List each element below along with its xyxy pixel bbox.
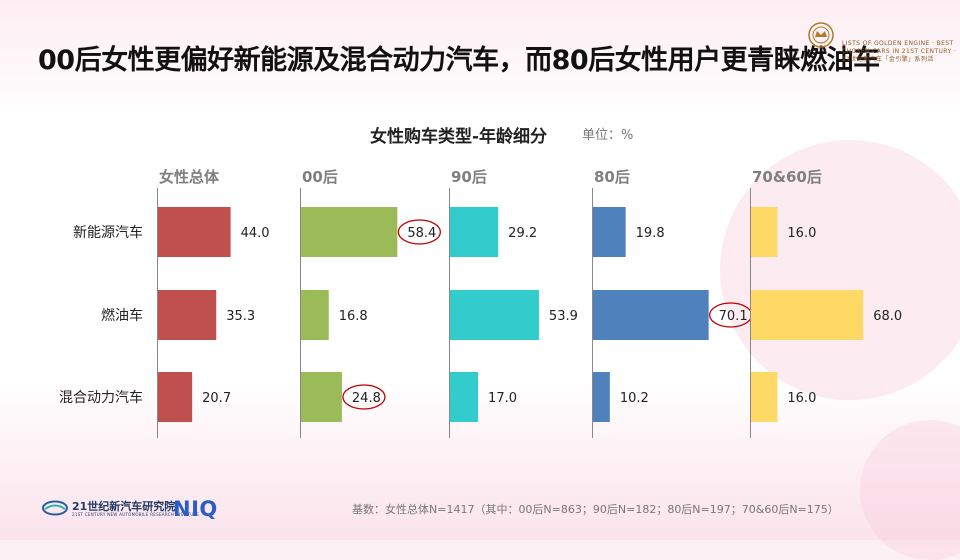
- chart-title: 女性购车类型-年龄细分: [370, 127, 548, 147]
- data-label: 29.2: [508, 226, 537, 241]
- bar: [593, 372, 610, 422]
- data-label: 70.1: [719, 309, 748, 324]
- page-title: 00后女性更偏好新能源及混合动力汽车，而80后女性用户更青睐燃油车: [38, 45, 880, 76]
- highlight-ellipse: [397, 219, 442, 245]
- data-label: 19.8: [636, 226, 665, 241]
- bar: [751, 372, 778, 422]
- data-label: 10.2: [620, 391, 649, 406]
- panel-header: 女性总体: [159, 168, 220, 186]
- institute-name: 21世纪新汽车研究院: [72, 500, 176, 513]
- institute-logo-icon: [42, 500, 68, 516]
- crown-badge-icon: [808, 22, 834, 48]
- data-label: 16.0: [787, 391, 816, 406]
- data-label: 35.3: [226, 309, 255, 324]
- data-label: 24.8: [352, 391, 381, 406]
- panel-header: 00后: [302, 168, 338, 186]
- panel-header: 70&60后: [752, 168, 822, 186]
- data-label: 53.9: [549, 309, 578, 324]
- bar: [301, 290, 329, 340]
- panel-header: 80后: [594, 168, 630, 186]
- data-label: 16.8: [339, 309, 368, 324]
- category-label: 混合动力汽车: [59, 389, 143, 406]
- bar: [593, 290, 709, 340]
- base-footnote: 基数：女性总体N=1417（其中：00后N=863；90后N=182；80后N=…: [352, 503, 839, 516]
- data-label: 68.0: [873, 309, 902, 324]
- bar: [593, 207, 626, 257]
- highlight-ellipse: [342, 384, 386, 410]
- decor-circle-large: [720, 140, 960, 400]
- chart-unit: 单位：%: [582, 128, 634, 143]
- bar: [158, 372, 193, 422]
- brand-badge-text: LISTS OF GOLDEN ENGINE · BEST CHOSEN CAR…: [842, 40, 957, 63]
- bar: [450, 207, 499, 257]
- niq-logo: NIQ: [173, 497, 218, 521]
- institute-subtitle: 21ST CENTURY NEW AUTOMOBILE RESEARCH INS…: [72, 512, 200, 517]
- category-label: 新能源汽车: [73, 224, 143, 241]
- bar: [158, 207, 231, 257]
- data-label: 17.0: [488, 391, 517, 406]
- bar: [751, 290, 864, 340]
- bar: [450, 290, 539, 340]
- category-label: 燃油车: [101, 307, 143, 324]
- data-label: 16.0: [787, 226, 816, 241]
- institute-logo: 21世纪新汽车研究院 21ST CENTURY NEW AUTOMOBILE R…: [42, 498, 199, 520]
- bar: [301, 207, 398, 257]
- bar: [450, 372, 479, 422]
- bar: [751, 207, 778, 257]
- data-label: 20.7: [202, 391, 231, 406]
- data-label: 44.0: [241, 226, 270, 241]
- bar: [301, 372, 342, 422]
- panel-header: 90后: [451, 168, 487, 186]
- data-label: 58.4: [407, 226, 436, 241]
- bar: [158, 290, 217, 340]
